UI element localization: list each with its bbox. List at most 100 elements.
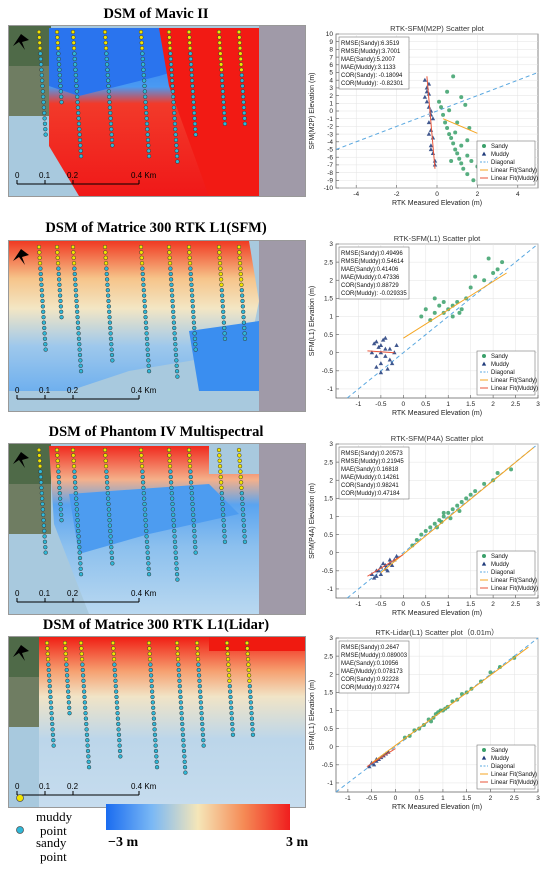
x-axis-label: RTK Measured Elevation (m)	[392, 410, 482, 417]
muddy-point	[378, 361, 384, 366]
y-tick-label: 3	[329, 441, 333, 448]
y-tick-label: -6	[327, 154, 333, 161]
sandy-point	[465, 138, 470, 143]
sandy-point	[459, 143, 464, 148]
fit-line-muddy	[367, 350, 395, 354]
y-tick-label: -3	[327, 131, 333, 138]
y-tick-label: -0.5	[322, 762, 334, 769]
muddy-point-icon	[16, 794, 24, 802]
sandy-label-1: sandy	[36, 835, 67, 850]
muddy-point	[387, 357, 393, 362]
colorbar-max-label: 3 m	[286, 835, 309, 850]
muddy-point	[394, 343, 399, 348]
muddy-point	[383, 346, 388, 351]
x-tick-label: 0	[394, 795, 398, 802]
sandy-point	[439, 519, 444, 524]
stats-line: COR(Muddy):0.47184	[341, 491, 400, 497]
sandy-point	[468, 285, 473, 290]
x-tick-label: 0.5	[421, 401, 430, 408]
sandy-point	[414, 538, 419, 543]
stats-line: RMSE(Muddy):0.21945	[341, 459, 404, 465]
x-tick-label: 2.5	[511, 601, 520, 608]
y-tick-label: 0	[329, 108, 333, 115]
sandy-point	[453, 147, 458, 152]
stats-box	[338, 246, 410, 300]
colorbar-min-label: −3 m	[108, 835, 138, 850]
scale-label: 0	[15, 782, 20, 791]
legend-entry: Linear Fit(Sandy)	[491, 578, 537, 584]
diagonal-line	[346, 243, 539, 399]
sandy-point	[500, 260, 505, 265]
x-tick-label: 2	[476, 191, 480, 198]
scale-label: 0.2	[67, 171, 79, 180]
y-tick-label: -4	[327, 139, 333, 146]
legend-entry: Sandy	[491, 554, 508, 560]
muddy-point	[430, 116, 436, 121]
fit-line-sandy	[403, 272, 507, 339]
fit-line-muddy	[366, 748, 396, 768]
sandy-point	[457, 310, 462, 315]
y-tick-label: -1	[327, 586, 333, 593]
y-tick-label: 2.5	[324, 653, 333, 660]
y-axis-label: SFM(P4A) Elevation (m)	[309, 483, 316, 559]
y-tick-label: -8	[327, 170, 333, 177]
stats-line: RMSE(Sandy):0.20573	[341, 451, 403, 457]
scale-label: 0.2	[67, 589, 79, 598]
x-tick-label: -1	[356, 601, 362, 608]
stats-line: MAE(Sandy):0.10956	[341, 661, 399, 667]
panel-title-2: DSM of Matrice 300 RTK L1(SFM)	[45, 220, 267, 236]
stats-box	[338, 36, 410, 90]
muddy-point	[374, 339, 379, 344]
stats-box	[338, 446, 410, 500]
x-tick-label: -1	[356, 401, 362, 408]
legend-entry: Diagonal	[491, 370, 515, 376]
sandy-point	[509, 467, 514, 472]
legend-entry: Sandy	[491, 748, 508, 754]
panel-title-4: DSM of Matrice 300 RTK L1(Lidar)	[42, 617, 270, 633]
y-tick-label: 10	[326, 31, 334, 38]
legend-entry: Muddy	[491, 562, 509, 568]
y-tick-label: 2	[329, 93, 333, 100]
x-tick-label: -4	[353, 191, 359, 198]
x-tick-label: 1.5	[466, 601, 475, 608]
x-tick-label: -1	[345, 795, 351, 802]
muddy-point	[378, 572, 384, 577]
fit-line-sandy	[371, 646, 529, 764]
muddy-point	[387, 346, 393, 351]
legend-entry: Linear Fit(Sandy)	[491, 168, 537, 174]
sandy-point	[464, 496, 469, 501]
legend-entry: Linear Fit(Muddy)	[491, 176, 538, 182]
stats-line: MAE(Muddy):3.1133	[341, 65, 396, 71]
scale-label: 0	[15, 386, 20, 395]
scale-label: 0.1	[39, 589, 51, 598]
x-tick-label: 1	[446, 601, 450, 608]
sandy-point	[459, 499, 464, 504]
muddy-point	[376, 344, 381, 349]
chart-title: RTK-SFM(P4A) Scatter plot	[391, 434, 484, 443]
y-tick-label: 3	[329, 241, 333, 248]
dsm-map-p4a: 0 0.1 0.2 0.4 Km	[8, 443, 306, 615]
muddy-point	[378, 343, 384, 348]
scale-label: 0.4 Km	[131, 589, 157, 598]
muddy-point	[374, 364, 379, 369]
sandy-point	[443, 120, 448, 125]
scale-label: 0.2	[67, 782, 79, 791]
sandy-point	[482, 278, 487, 283]
sandy-point	[441, 510, 446, 515]
sandy-point	[459, 161, 464, 166]
muddy-point	[383, 751, 389, 756]
scale-label: 0.4 Km	[131, 386, 157, 395]
scale-label: 0	[15, 171, 20, 180]
stats-line: MAE(Muddy):0.14261	[341, 475, 400, 481]
y-tick-label: 2	[329, 671, 333, 678]
x-axis-label: RTK Measured Elevation (m)	[392, 804, 482, 811]
muddy-point	[369, 350, 375, 355]
x-tick-label: 2	[491, 601, 495, 608]
x-tick-label: 4	[516, 191, 520, 198]
sandy-point	[419, 532, 424, 537]
x-tick-label: 1.5	[466, 401, 475, 408]
legend-entry: Linear Fit(Sandy)	[491, 772, 537, 778]
sandy-point	[449, 159, 454, 164]
y-tick-label: -5	[327, 147, 333, 154]
sandy-point	[473, 489, 478, 494]
